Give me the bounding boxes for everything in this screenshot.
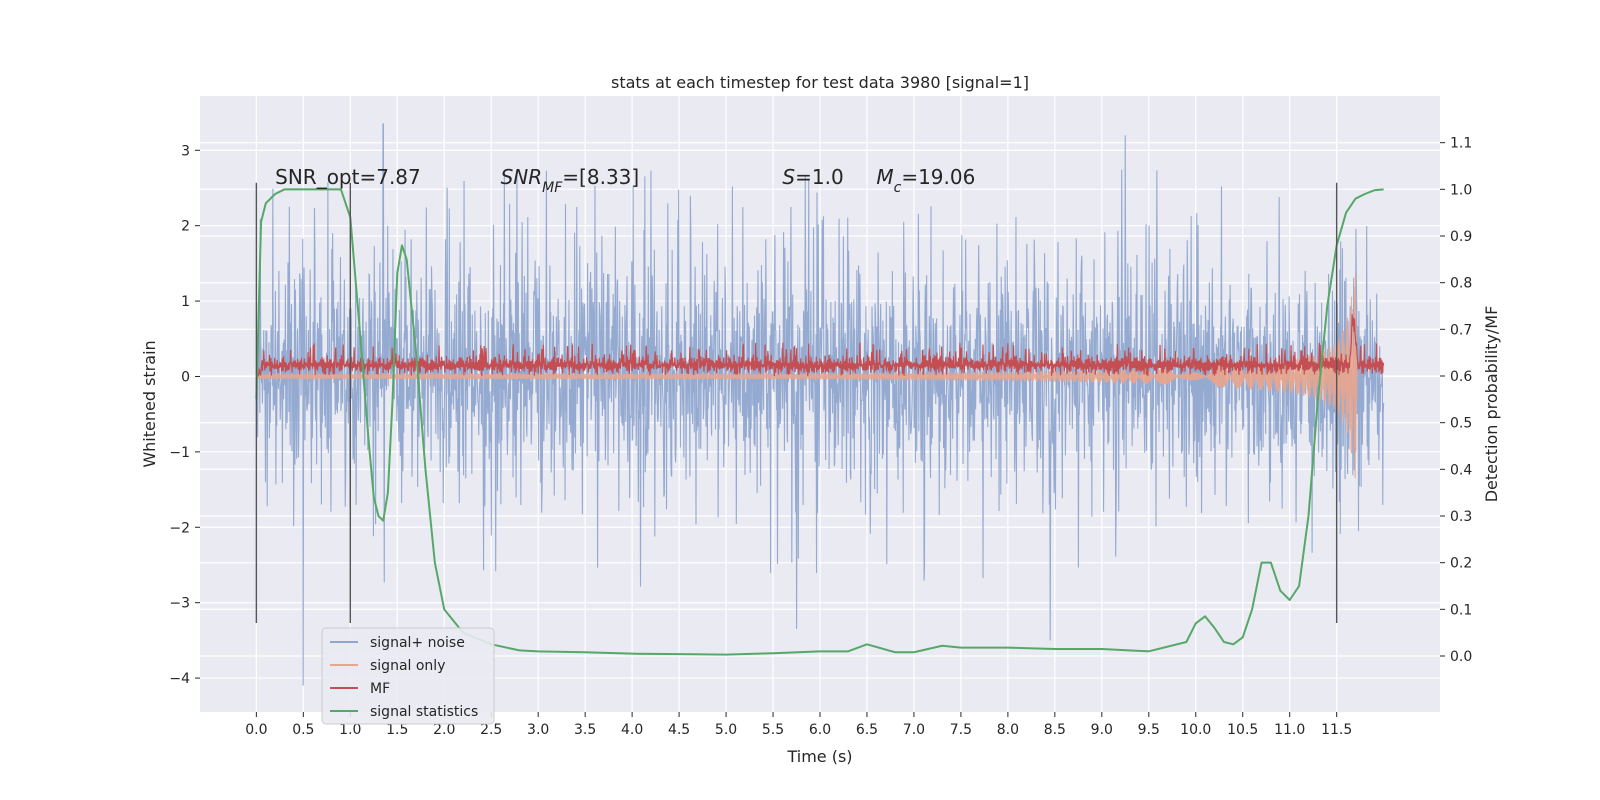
y-tick-label: 0 <box>181 369 190 385</box>
series-signal-only <box>255 273 1358 479</box>
series-layer <box>255 123 1385 686</box>
annotation-4: Mc=19.06 <box>876 165 975 196</box>
y2-tick-label: 0.8 <box>1450 276 1472 292</box>
y2-axis-ticks: 1.1 1.0 0.9 0.8 0.7 0.6 0.5 0.4 0.3 0.2 0.1 0.0 <box>1440 136 1472 665</box>
chart-title: stats at each timestep for test data 398… <box>611 73 1029 92</box>
x-tick-label: 1.0 <box>339 722 361 738</box>
x-tick-label: 6.0 <box>809 722 831 738</box>
x-tick-label: 4.5 <box>668 722 690 738</box>
legend: signal+ noise signal only MF signal statist… <box>321 627 495 725</box>
y2-tick-label: 0.0 <box>1450 649 1472 665</box>
annotation-part: =[8.33] <box>562 165 639 189</box>
annotation-2: SNRMF=[8.33] <box>501 165 640 196</box>
y2-tick-label: 1.0 <box>1450 182 1472 198</box>
annotations: SNR_opt=7.87 SNRMF=[8.33] S=1.0 Mc=19.06 <box>275 165 975 196</box>
legend-label: MF <box>370 681 390 697</box>
annotation-part: SNR_opt=7.87 <box>275 165 421 189</box>
legend-box <box>321 627 495 725</box>
x-tick-label: 11.0 <box>1274 722 1305 738</box>
x-tick-label: 0.5 <box>292 722 314 738</box>
x-tick-label: 4.0 <box>621 722 643 738</box>
x-tick-label: 7.5 <box>950 722 972 738</box>
annotation-part: MF <box>542 180 563 196</box>
x-tick-label: 3.0 <box>527 722 549 738</box>
annotation-part: S <box>782 165 795 189</box>
legend-label: signal+ noise <box>370 635 465 651</box>
series-signal-statistics <box>255 188 1384 656</box>
y-tick-label: −4 <box>169 671 190 687</box>
y2-tick-label: 0.6 <box>1450 369 1472 385</box>
y-tick-label: 3 <box>181 143 190 159</box>
y2-tick-label: 0.7 <box>1450 322 1472 338</box>
x-tick-label: 5.0 <box>715 722 737 738</box>
y-tick-label: 2 <box>181 219 190 235</box>
annotation-part: =19.06 <box>901 165 975 189</box>
y-axis-label: Whitened strain <box>140 340 159 467</box>
x-tick-label: 6.5 <box>856 722 878 738</box>
x-tick-label: 9.0 <box>1091 722 1113 738</box>
y-axis-ticks: 3 2 1 0 −1 −2 −3 −4 <box>169 143 200 687</box>
legend-label: signal only <box>370 658 445 674</box>
x-tick-label: 8.0 <box>997 722 1019 738</box>
x-tick-label: 10.5 <box>1227 722 1258 738</box>
x-tick-label: 11.5 <box>1321 722 1352 738</box>
x-tick-label: 2.0 <box>433 722 455 738</box>
legend-label: signal statistics <box>370 704 478 720</box>
y-tick-label: −2 <box>169 520 190 536</box>
y-tick-label: −3 <box>169 596 190 612</box>
x-tick-label: 5.5 <box>762 722 784 738</box>
y2-tick-label: 0.9 <box>1450 229 1472 245</box>
x-tick-label: 3.5 <box>574 722 596 738</box>
x-tick-label: 0.0 <box>245 722 267 738</box>
x-tick-label: 7.0 <box>903 722 925 738</box>
y-tick-label: −1 <box>169 445 190 461</box>
annotation-1: SNR_opt=7.87 <box>275 165 421 189</box>
y2-tick-label: 0.4 <box>1450 462 1472 478</box>
y2-tick-label: 0.2 <box>1450 556 1472 572</box>
x-tick-label: 10.0 <box>1180 722 1211 738</box>
annotation-part: SNR <box>501 165 543 189</box>
x-tick-label: 1.5 <box>386 722 408 738</box>
y2-tick-label: 0.1 <box>1450 602 1472 618</box>
x-axis-ticks: 0.0 0.5 1.0 1.5 2.0 2.5 3.0 3.5 4.0 4.5 5.0 5.5 6.0 6… <box>245 712 1352 738</box>
annotation-part: =1.0 <box>795 165 844 189</box>
annotation-part: M <box>876 165 893 189</box>
x-tick-label: 2.5 <box>480 722 502 738</box>
series-mf <box>255 314 1385 377</box>
y2-tick-label: 0.5 <box>1450 416 1472 432</box>
annotation-3: S=1.0 <box>782 165 843 189</box>
x-tick-label: 8.5 <box>1044 722 1066 738</box>
y2-tick-label: 0.3 <box>1450 509 1472 525</box>
x-axis-label: Time (s) <box>786 747 852 766</box>
annotation-part: c <box>894 180 902 196</box>
y2-axis-label: Detection probability/MF <box>1482 306 1501 503</box>
y-tick-label: 1 <box>181 294 190 310</box>
vlines <box>255 182 1338 624</box>
y2-tick-label: 1.1 <box>1450 136 1472 152</box>
x-tick-label: 9.5 <box>1138 722 1160 738</box>
